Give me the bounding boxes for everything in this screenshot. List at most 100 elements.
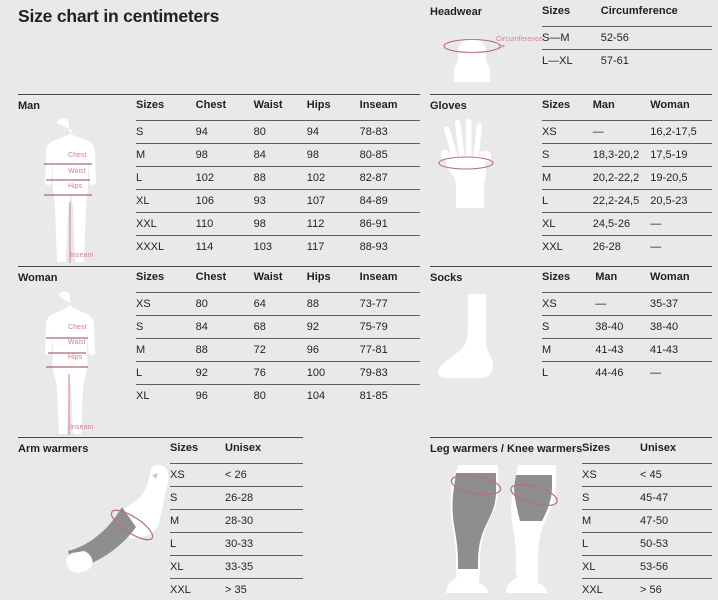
table-row: XXL > 56 xyxy=(582,578,712,600)
cell-size: M xyxy=(542,338,596,362)
col-sizes: Sizes xyxy=(542,271,571,283)
cell-unisex: 47-50 xyxy=(640,509,712,533)
table-row: S 45-47 xyxy=(582,486,712,510)
table-header-row: Sizes Man Woman xyxy=(542,266,712,293)
cell-woman: 19-20,5 xyxy=(650,166,712,190)
cell-size: S xyxy=(542,143,593,167)
cell-size: M xyxy=(542,166,593,190)
cell-size: XS xyxy=(542,292,596,316)
figure-label-chest: Chest xyxy=(68,324,87,331)
table-header-row: Sizes Man Woman xyxy=(542,94,712,121)
cell-man: — xyxy=(595,292,651,316)
section-title-leg-warmers: Leg warmers / Knee warmers xyxy=(430,443,583,455)
cell-hips: 107 xyxy=(306,189,360,213)
table-row: L 92 76 100 79-83 xyxy=(136,361,420,385)
cell-man: 38-40 xyxy=(595,315,651,339)
cell-unisex: < 45 xyxy=(640,463,712,487)
table-row: S 38-40 38-40 xyxy=(542,315,712,339)
cell-chest: 102 xyxy=(195,166,254,190)
table-header-row: Sizes Unisex xyxy=(170,437,303,464)
table-gloves: Sizes Man Woman XS — 16,2-17,5 S 18,3-20… xyxy=(542,94,712,258)
table-row: L 22,2-24,5 20,5-23 xyxy=(542,189,712,213)
col-sizes: Sizes xyxy=(582,442,611,454)
table-row: XXL > 35 xyxy=(170,578,303,600)
cell-circumference: 57-61 xyxy=(600,49,712,72)
cell-waist: 68 xyxy=(253,315,307,339)
cell-man: — xyxy=(592,120,651,144)
col-man: Man xyxy=(592,99,615,111)
section-divider xyxy=(18,266,420,267)
table-row: L 44-46 — xyxy=(542,361,712,384)
section-title-arm-warmers: Arm warmers xyxy=(18,443,89,455)
table-row: XL 53-56 xyxy=(582,555,712,579)
cell-size: L xyxy=(170,532,225,556)
cell-size: S xyxy=(136,315,196,339)
cell-chest: 96 xyxy=(195,384,254,407)
page-title: Size chart in centimeters xyxy=(18,6,220,26)
man-body-figure xyxy=(24,116,134,268)
table-row: XS — 35-37 xyxy=(542,292,712,316)
cell-woman: 38-40 xyxy=(650,315,712,339)
col-waist: Waist xyxy=(253,99,283,111)
cell-hips: 102 xyxy=(306,166,360,190)
table-row: XL 106 93 107 84-89 xyxy=(136,189,420,213)
cell-waist: 98 xyxy=(253,212,307,236)
section-divider xyxy=(430,437,712,438)
socks-figure xyxy=(434,288,524,398)
gloves-figure xyxy=(434,116,524,216)
cell-chest: 88 xyxy=(195,338,254,362)
cell-waist: 64 xyxy=(253,292,307,316)
cell-size: M xyxy=(170,509,225,533)
figure-label-hips: Hips xyxy=(68,354,83,361)
cell-unisex: 53-56 xyxy=(640,555,712,579)
cell-chest: 114 xyxy=(195,235,254,258)
cell-size: M xyxy=(136,143,196,167)
table-row: S 26-28 xyxy=(170,486,303,510)
cell-hips: 96 xyxy=(306,338,360,362)
cell-size: L xyxy=(136,166,196,190)
col-unisex: Unisex xyxy=(640,442,677,454)
cell-waist: 80 xyxy=(253,384,307,407)
cell-inseam: 77-81 xyxy=(359,338,420,362)
cell-woman: — xyxy=(650,361,712,384)
cell-waist: 84 xyxy=(253,143,307,167)
table-header-row: Sizes Chest Waist Hips Inseam xyxy=(136,266,420,293)
section-title-headwear: Headwear xyxy=(430,6,482,18)
section-divider xyxy=(18,94,420,95)
cell-hips: 92 xyxy=(306,315,360,339)
table-row: XS 80 64 88 73-77 xyxy=(136,292,420,316)
woman-body-figure xyxy=(24,288,134,440)
cell-woman: 16,2-17,5 xyxy=(650,120,712,144)
cell-size: S xyxy=(582,486,640,510)
cell-inseam: 73-77 xyxy=(359,292,420,316)
cell-inseam: 81-85 xyxy=(359,384,420,407)
table-row: M 20,2-22,2 19-20,5 xyxy=(542,166,712,190)
table-header-row: Sizes Chest Waist Hips Inseam xyxy=(136,94,420,121)
cell-size: L xyxy=(582,532,640,556)
table-man: Sizes Chest Waist Hips Inseam S 94 80 94… xyxy=(136,94,420,258)
cell-size: M xyxy=(136,338,196,362)
col-unisex: Unisex xyxy=(225,442,262,454)
cell-size: XXL xyxy=(136,212,196,236)
cell-hips: 94 xyxy=(306,120,360,144)
arm-warmers-figure xyxy=(66,457,196,592)
section-title-gloves: Gloves xyxy=(430,100,467,112)
col-waist: Waist xyxy=(253,271,283,283)
table-header-row: Sizes Unisex xyxy=(582,437,712,464)
table-row: L 50-53 xyxy=(582,532,712,556)
cell-unisex: < 26 xyxy=(225,463,303,487)
section-title-man: Man xyxy=(18,100,40,112)
figure-label-waist: Waist xyxy=(68,168,86,175)
table-row: XL 33-35 xyxy=(170,555,303,579)
headwear-figure xyxy=(438,22,528,84)
col-sizes: Sizes xyxy=(170,442,199,454)
col-woman: Woman xyxy=(650,99,690,111)
cell-woman: — xyxy=(650,235,712,258)
cell-waist: 72 xyxy=(253,338,307,362)
col-chest: Chest xyxy=(195,271,227,283)
cell-hips: 98 xyxy=(306,143,360,167)
cell-woman: 35-37 xyxy=(650,292,712,316)
cell-size: XXXL xyxy=(136,235,196,258)
cell-inseam: 75-79 xyxy=(359,315,420,339)
table-row: M 41-43 41-43 xyxy=(542,338,712,362)
